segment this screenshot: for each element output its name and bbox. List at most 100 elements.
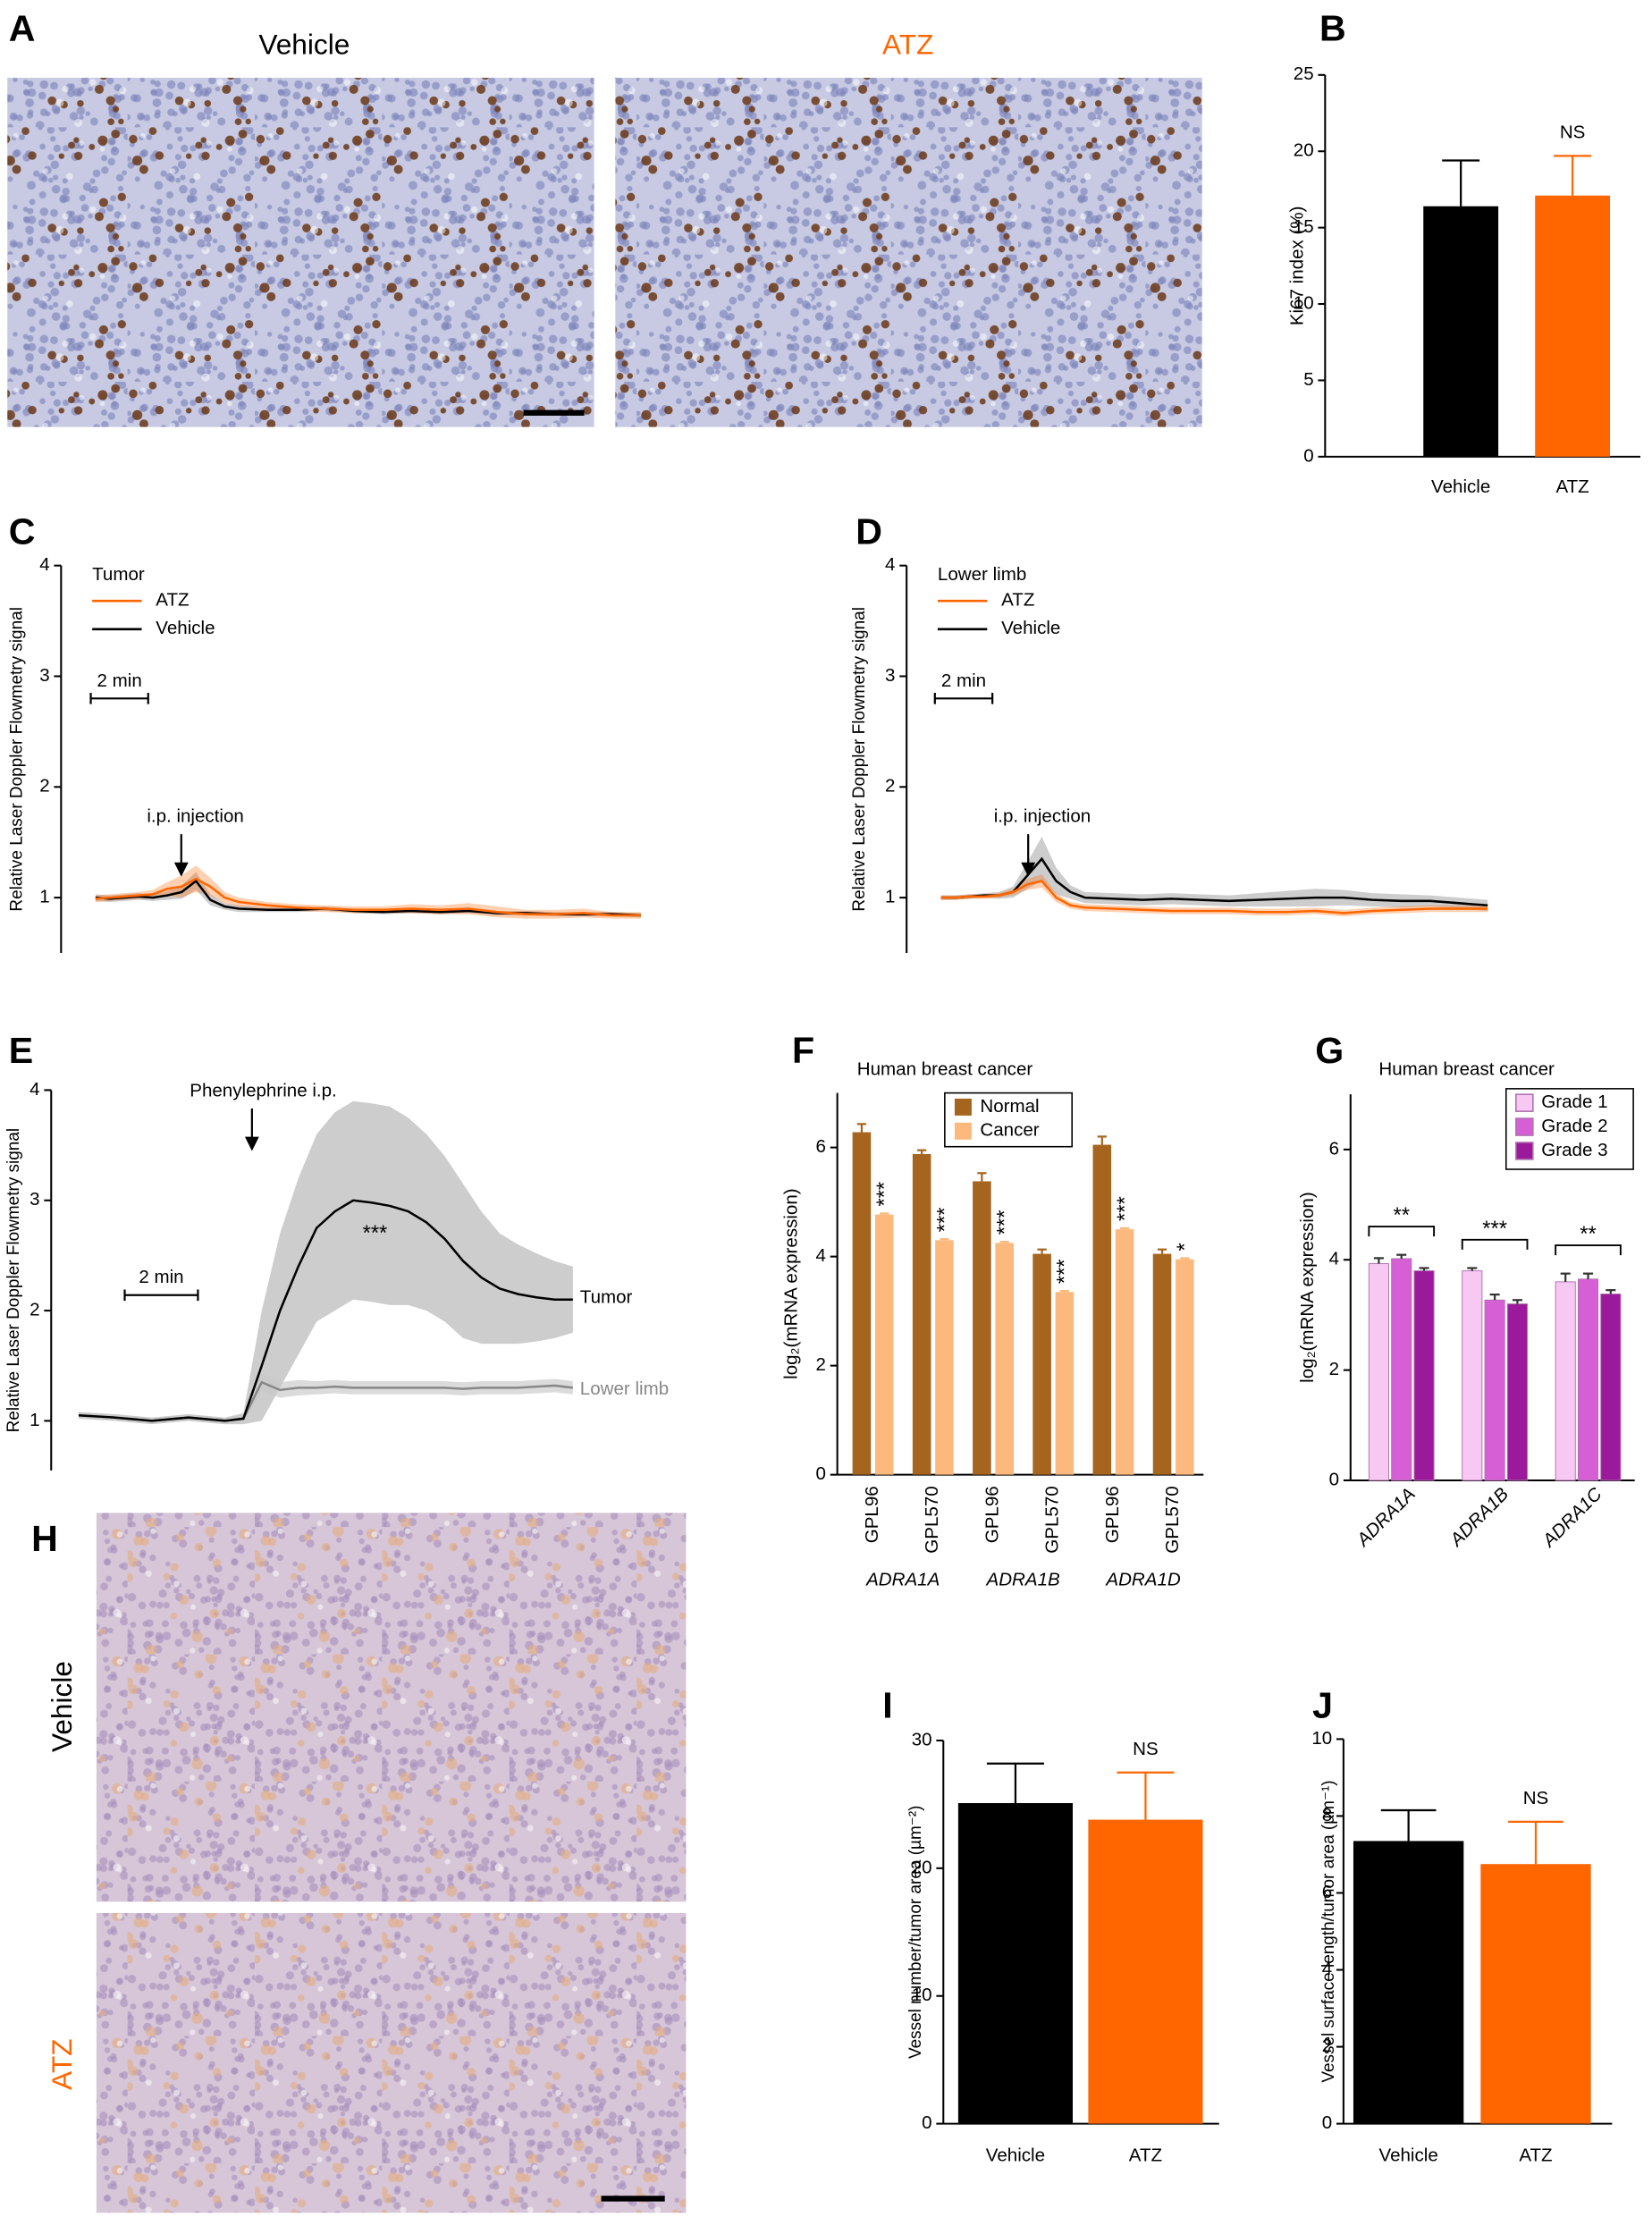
- significance: ***: [1114, 1196, 1137, 1221]
- legend-swatch: [1515, 1142, 1534, 1160]
- panel-letter: F: [792, 1030, 814, 1071]
- legend-label: Vehicle: [156, 618, 215, 638]
- y-axis-label: Relative Laser Doppler Flowmetry signal: [850, 607, 869, 912]
- y-tick-label: 0: [922, 2112, 931, 2133]
- panel-letter: B: [1319, 8, 1346, 49]
- significance: ***: [933, 1207, 957, 1232]
- group-label: ADRA1B: [985, 1570, 1060, 1590]
- error-band: [940, 837, 1488, 911]
- bar: [1413, 1270, 1435, 1481]
- y-tick-label: 25: [1294, 63, 1314, 84]
- bar: [1577, 1278, 1599, 1481]
- error-band: [78, 1373, 573, 1425]
- bar: [1535, 195, 1611, 457]
- bar: [935, 1240, 954, 1475]
- bar: [1462, 1270, 1483, 1481]
- panel-letter: A: [9, 8, 36, 49]
- y-tick-label: 4: [1329, 1249, 1339, 1269]
- y-tick-label: 2: [30, 1300, 39, 1320]
- legend-label: Cancer: [980, 1120, 1039, 1141]
- y-axis-label: Relative Laser Doppler Flowmetry signal: [4, 1128, 23, 1433]
- scale-bar: [123, 1289, 199, 1302]
- bar: [1480, 1864, 1591, 2124]
- x-tick-label: Vehicle: [986, 2145, 1045, 2165]
- x-tick-label: GPL96: [1102, 1486, 1123, 1543]
- arrow-head: [173, 862, 189, 877]
- image-label: Vehicle: [46, 1661, 78, 1752]
- scale-bar-label: 2 min: [941, 670, 986, 691]
- arrow-head: [244, 1136, 259, 1151]
- y-axis-label: log₂(mRNA expression): [780, 1188, 801, 1379]
- x-tick-label: Vehicle: [1431, 476, 1490, 497]
- panel-letter: G: [1315, 1030, 1344, 1071]
- y-tick-label: 2: [885, 776, 895, 797]
- legend-label: Vehicle: [1001, 618, 1060, 638]
- panel-letter: C: [9, 511, 36, 552]
- y-tick-label: 3: [885, 665, 895, 686]
- bar: [1555, 1281, 1576, 1481]
- legend-label: Grade 3: [1541, 1140, 1607, 1160]
- x-tick-label: GPL570: [1042, 1486, 1063, 1553]
- micrograph: [96, 1513, 687, 1902]
- y-tick-label: 4: [39, 554, 49, 575]
- y-tick-label: 4: [885, 554, 895, 575]
- y-axis-label: Relative Laser Doppler Flowmetry signal: [7, 607, 26, 912]
- y-tick-label: 10: [1294, 292, 1314, 313]
- x-tick-label: GPL96: [862, 1486, 882, 1543]
- bar: [1088, 1819, 1203, 2124]
- y-tick-label: 0: [1303, 445, 1313, 466]
- legend-title: Lower limb: [938, 564, 1026, 585]
- significance: ***: [363, 1222, 388, 1245]
- legend-title: Tumor: [92, 564, 145, 585]
- x-tick-label: GPL570: [922, 1486, 942, 1553]
- y-axis-label: log₂(mRNA expression): [1297, 1192, 1318, 1383]
- significance: *: [1174, 1243, 1197, 1251]
- significance: ***: [1482, 1218, 1507, 1241]
- panel-letter: J: [1312, 1684, 1333, 1725]
- y-tick-label: 2: [816, 1354, 826, 1375]
- bracket: [1368, 1226, 1436, 1237]
- bracket: [1555, 1244, 1622, 1256]
- y-tick-label: 4: [816, 1245, 826, 1266]
- panel-letter: I: [882, 1684, 892, 1725]
- significance: **: [1393, 1204, 1409, 1227]
- y-tick-label: 30: [912, 1729, 932, 1749]
- chart-title: Human breast cancer: [857, 1059, 1033, 1080]
- series-line: [78, 1380, 574, 1422]
- group-label: ADRA1A: [864, 1570, 940, 1590]
- bar: [957, 1802, 1073, 2124]
- y-axis-label: Vessel number/tumor area (µm⁻²): [906, 1806, 925, 2059]
- series-line: [95, 877, 641, 917]
- y-tick-label: 1: [30, 1410, 39, 1430]
- bar: [1115, 1229, 1134, 1475]
- x-tick-label: ADRA1A: [1352, 1484, 1420, 1552]
- image-label: ATZ: [46, 2038, 78, 2089]
- legend-swatch: [1515, 1117, 1534, 1136]
- y-tick-label: 0: [816, 1463, 826, 1484]
- scale-bar-label: 2 min: [97, 670, 142, 691]
- bar: [973, 1181, 991, 1475]
- panel-letter: E: [9, 1030, 33, 1071]
- series-label: Lower limb: [580, 1378, 669, 1399]
- bar: [1152, 1253, 1172, 1475]
- annotation: NS: [1560, 122, 1586, 142]
- y-tick-label: 8: [1322, 1805, 1332, 1825]
- series-line: [78, 1199, 573, 1422]
- y-tick-label: 1: [885, 887, 895, 907]
- chart-title: Human breast cancer: [1378, 1059, 1555, 1080]
- bar: [1092, 1144, 1112, 1475]
- scale-bar: [933, 693, 994, 704]
- y-tick-label: 2: [1322, 2036, 1332, 2056]
- y-tick-label: 10: [1311, 1728, 1332, 1749]
- series-label: Tumor: [580, 1286, 633, 1307]
- y-tick-label: 15: [1294, 216, 1314, 237]
- bar: [1353, 1841, 1464, 2124]
- bar: [1055, 1292, 1075, 1475]
- y-axis-label: Vessel surface length/tumor area (µm⁻¹): [1319, 1780, 1338, 2082]
- annotation: NS: [1133, 1739, 1159, 1759]
- x-tick-label: ATZ: [1555, 476, 1589, 497]
- x-tick-label: Vehicle: [1378, 2145, 1437, 2165]
- group-label: ADRA1D: [1104, 1570, 1181, 1590]
- bar: [995, 1243, 1014, 1475]
